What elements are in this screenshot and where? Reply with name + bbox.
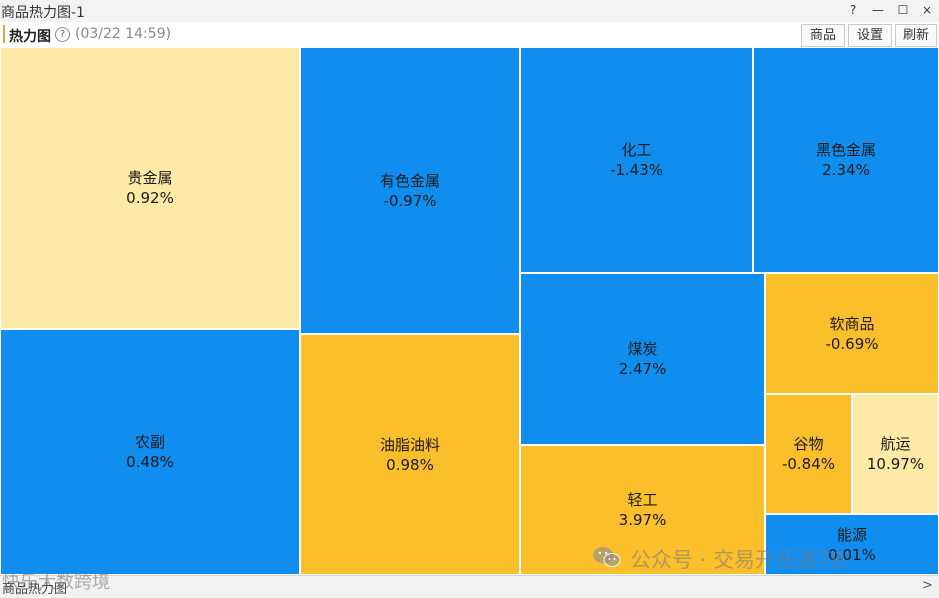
cell-name: 化工 <box>621 141 652 159</box>
help-button[interactable]: ? <box>849 3 857 17</box>
cell-name: 能源 <box>836 525 867 544</box>
heatmap-cell-oils[interactable]: 油脂油料 0.98% <box>300 334 520 575</box>
heatmap-cell-nonferrous[interactable]: 有色金属 -0.97% <box>300 47 520 334</box>
heatmap-cell-chemicals[interactable]: 化工 -1.43% <box>520 47 753 273</box>
bottom-tab-bar: 商品热力图 > <box>0 575 939 598</box>
timestamp: (03/22 14:59) <box>75 26 172 42</box>
settings-button[interactable]: 设置 <box>848 24 892 47</box>
heatmap-cell-energy[interactable]: 能源 0.01% <box>765 514 939 575</box>
heatmap-cell-agricultural[interactable]: 农副 0.48% <box>0 329 300 575</box>
heatmap-cell-softs[interactable]: 软商品 -0.69% <box>765 273 939 394</box>
heatmap: 贵金属 0.92% 农副 0.48% 有色金属 -0.97% 油脂油料 0.98… <box>0 47 939 575</box>
heatmap-cell-ferrous[interactable]: 黑色金属 2.34% <box>753 47 939 273</box>
wechat-logo-icon <box>593 547 621 567</box>
cell-name: 航运 <box>880 435 911 453</box>
cell-change: 0.01% <box>828 545 876 564</box>
cell-change: 0.98% <box>386 455 434 474</box>
cell-change: -0.69% <box>825 334 879 353</box>
scroll-right-icon[interactable]: > <box>922 578 933 593</box>
heatmap-cell-precious-metals[interactable]: 贵金属 0.92% <box>0 47 300 329</box>
cell-name: 贵金属 <box>127 169 173 187</box>
cell-change: -0.97% <box>383 191 437 210</box>
watermark-left: 快乐大数跨境 <box>2 572 110 593</box>
cell-change: 2.34% <box>822 161 870 179</box>
maximize-button[interactable]: ☐ <box>897 3 909 17</box>
help-circle-icon[interactable]: ? <box>55 27 70 42</box>
sheet-tab[interactable]: 商品热力图 <box>2 582 68 597</box>
cell-name: 油脂油料 <box>379 435 440 454</box>
cell-change: 0.92% <box>126 189 174 207</box>
heatmap-cell-grains[interactable]: 谷物 -0.84% <box>765 394 852 514</box>
minimize-button[interactable]: — <box>872 3 884 17</box>
panel-title: 热力图 <box>9 29 51 45</box>
cell-name: 轻工 <box>627 491 658 509</box>
toolbar: 热力图 ? (03/22 14:59) 商品 设置 刷新 <box>0 22 939 48</box>
cell-change: 2.47% <box>618 360 667 378</box>
title-bar: 商品热力图-1 ? — ☐ × <box>0 0 939 22</box>
cell-change: 10.97% <box>866 455 925 473</box>
cell-name: 农副 <box>134 433 165 451</box>
cell-name: 黑色金属 <box>815 141 876 159</box>
close-button[interactable]: × <box>921 3 933 17</box>
window-title: 商品热力图-1 <box>1 5 85 21</box>
cell-change: -1.43% <box>609 161 664 179</box>
heatmap-cell-coal[interactable]: 煤炭 2.47% <box>520 273 765 445</box>
cell-name: 谷物 <box>793 435 824 453</box>
refresh-button[interactable]: 刷新 <box>895 24 937 47</box>
heatmap-cell-shipping[interactable]: 航运 10.97% <box>852 394 939 514</box>
cell-name: 有色金属 <box>379 171 440 190</box>
cell-change: -0.84% <box>781 455 836 473</box>
cell-name: 软商品 <box>829 314 875 333</box>
cell-change: 3.97% <box>618 511 667 529</box>
cell-change: 0.48% <box>126 453 174 471</box>
toolbar-accent-bar <box>3 25 5 43</box>
heatmap-cell-light-industry[interactable]: 轻工 3.97% <box>520 445 765 575</box>
commodity-button[interactable]: 商品 <box>801 24 845 47</box>
cell-name: 煤炭 <box>627 340 658 358</box>
